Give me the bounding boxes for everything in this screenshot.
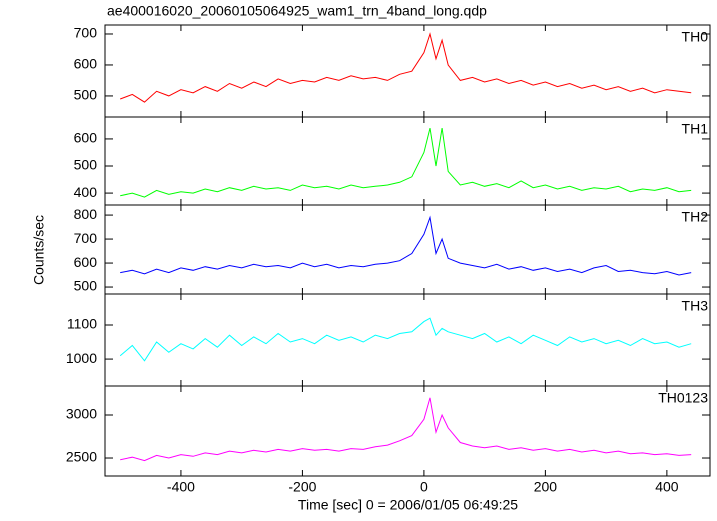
y-tick-label: 1000 — [66, 350, 97, 366]
series-line — [120, 127, 692, 198]
y-tick-label: 600 — [74, 130, 98, 146]
y-tick-label: 3000 — [66, 406, 97, 422]
panel-frame — [104, 293, 711, 387]
y-tick-label: 700 — [74, 25, 98, 41]
panel-label: TH0 — [682, 29, 709, 45]
y-tick-label: 800 — [74, 206, 98, 222]
y-tick-label: 500 — [74, 157, 98, 173]
panel-label: TH2 — [682, 209, 709, 225]
x-tick-label: -400 — [167, 479, 195, 495]
y-tick-label: 600 — [74, 56, 98, 72]
series-line — [120, 397, 692, 462]
x-tick-label: 200 — [534, 479, 558, 495]
y-tick-label: 500 — [74, 87, 98, 103]
y-tick-label: 600 — [74, 254, 98, 270]
y-tick-label: 700 — [74, 230, 98, 246]
panel-label: TH3 — [682, 298, 709, 314]
y-tick-label: 1100 — [67, 316, 97, 332]
y-tick-label: 400 — [74, 184, 98, 200]
chart-title: ae400016020_20060105064925_wam1_trn_4ban… — [107, 3, 487, 19]
x-axis-label: Time [sec] 0 = 2006/01/05 06:49:25 — [298, 497, 518, 513]
panel-frame — [104, 204, 711, 295]
x-tick-label: 0 — [420, 479, 428, 495]
panel-frame — [104, 385, 711, 477]
series-line — [120, 215, 692, 276]
y-tick-label: 2500 — [66, 449, 97, 465]
y-tick-label: 500 — [74, 278, 98, 294]
panel-label: TH1 — [682, 121, 709, 137]
x-tick-label: 400 — [655, 479, 679, 495]
series-line — [120, 32, 692, 103]
series-line — [119, 317, 692, 362]
y-axis-label: Counts/sec — [31, 215, 47, 285]
panel-label: TH0123 — [658, 390, 708, 406]
panel-frame — [104, 24, 711, 118]
x-tick-label: -200 — [288, 479, 316, 495]
